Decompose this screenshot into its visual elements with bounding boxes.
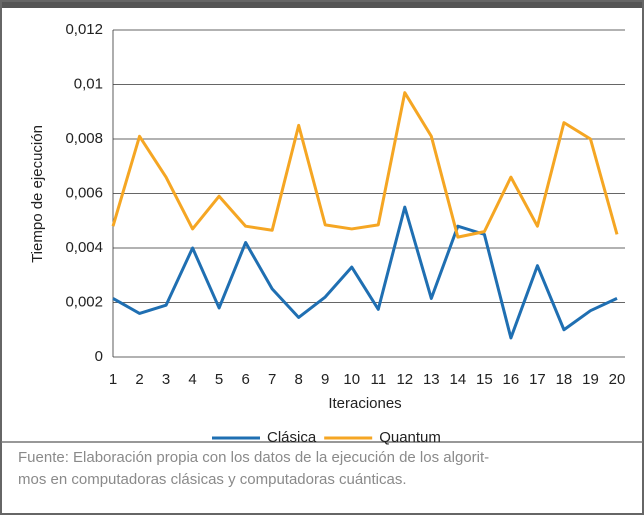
x-tick-label: 16 bbox=[503, 371, 520, 388]
x-tick-label: 3 bbox=[162, 371, 170, 388]
x-tick-label: 5 bbox=[215, 371, 223, 388]
series-line bbox=[111, 91, 619, 239]
footer-line: mos en computadoras clásicas y computado… bbox=[18, 471, 407, 488]
x-tick-label: 13 bbox=[423, 371, 440, 388]
x-tick-label: 8 bbox=[295, 371, 303, 388]
y-tick-label: 0 bbox=[95, 348, 103, 365]
x-tick-label: 18 bbox=[556, 371, 573, 388]
x-tick-label: 6 bbox=[241, 371, 249, 388]
y-tick-label: 0,006 bbox=[65, 184, 103, 201]
x-tick-label: 1 bbox=[109, 371, 117, 388]
x-axis-label: Iteraciones bbox=[328, 395, 401, 412]
series-line bbox=[112, 205, 618, 340]
x-tick-label: 19 bbox=[582, 371, 599, 388]
x-tick-label: 14 bbox=[449, 371, 466, 388]
y-tick-label: 0,01 bbox=[74, 75, 103, 92]
y-axis-label: Tiempo de ejecución bbox=[29, 125, 46, 263]
x-tick-label: 10 bbox=[343, 371, 360, 388]
y-tick-label: 0,002 bbox=[65, 293, 103, 310]
top-bar bbox=[0, 0, 644, 8]
x-tick-label: 9 bbox=[321, 371, 329, 388]
x-tick-label: 11 bbox=[370, 371, 386, 388]
y-tick-label: 0,012 bbox=[65, 21, 103, 38]
footer-line: Fuente: Elaboración propia con los datos… bbox=[18, 449, 489, 466]
x-tick-label: 12 bbox=[396, 371, 413, 388]
x-tick-label: 20 bbox=[609, 371, 626, 388]
legend-label: Clásica bbox=[267, 429, 317, 446]
x-tick-label: 2 bbox=[135, 371, 143, 388]
legend-label: Quantum bbox=[379, 429, 441, 446]
x-tick-label: 7 bbox=[268, 371, 276, 388]
x-tick-label: 15 bbox=[476, 371, 493, 388]
y-tick-label: 0,008 bbox=[65, 130, 103, 147]
x-tick-label: 17 bbox=[529, 371, 546, 388]
x-tick-label: 4 bbox=[188, 371, 196, 388]
y-tick-label: 0,004 bbox=[65, 239, 103, 256]
